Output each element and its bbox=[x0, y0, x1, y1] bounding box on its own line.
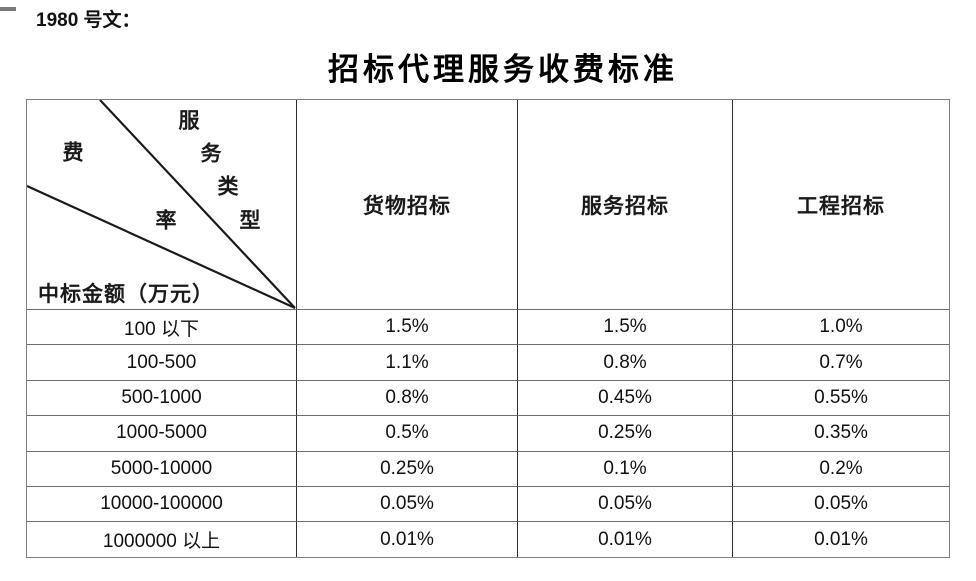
rate-cell: 0.1% bbox=[517, 450, 732, 486]
rate-cell: 1.0% bbox=[732, 309, 949, 345]
fee-rate-table: 服 务 类 型 费 率 中标金额（万元） 货物招标 服务招标 工程招标 100 … bbox=[26, 99, 950, 558]
corner-label-fee-rate-char: 费 bbox=[62, 140, 84, 165]
rate-cell: 0.05% bbox=[517, 485, 732, 522]
row-label: 1000000 以上 bbox=[27, 521, 296, 556]
corner-label-service-type-char: 类 bbox=[217, 174, 239, 199]
row-label: 100 以下 bbox=[27, 309, 296, 344]
row-label: 1000-5000 bbox=[27, 415, 296, 450]
corner-label-amount: 中标金额（万元） bbox=[38, 282, 214, 306]
corner-label-fee-rate-char: 率 bbox=[155, 208, 177, 233]
table-corner-cell: 服 务 类 型 费 率 中标金额（万元） bbox=[27, 100, 296, 309]
corner-label-service-type-char: 型 bbox=[239, 208, 261, 233]
col-header-service-bidding: 服务招标 bbox=[517, 100, 732, 309]
rate-cell: 0.2% bbox=[732, 450, 949, 486]
row-label: 5000-10000 bbox=[27, 450, 296, 486]
page-edge-mark bbox=[0, 7, 16, 11]
rate-cell: 0.25% bbox=[517, 415, 732, 451]
row-label: 500-1000 bbox=[27, 379, 296, 415]
doc-ref-label: 1980 号文： bbox=[36, 10, 141, 31]
rate-cell: 0.8% bbox=[296, 379, 517, 416]
rate-cell: 0.01% bbox=[732, 521, 949, 557]
rate-cell: 0.01% bbox=[517, 521, 732, 557]
rate-cell: 0.05% bbox=[732, 485, 949, 522]
col-header-works-bidding: 工程招标 bbox=[732, 100, 949, 309]
rate-cell: 0.55% bbox=[732, 379, 949, 416]
rate-cell: 1.1% bbox=[296, 344, 517, 380]
col-header-goods-bidding: 货物招标 bbox=[296, 100, 517, 309]
row-label: 100-500 bbox=[27, 344, 296, 379]
rate-cell: 0.01% bbox=[296, 521, 517, 557]
row-label: 10000-100000 bbox=[27, 485, 296, 521]
rate-cell: 0.45% bbox=[517, 379, 732, 416]
page-title: 招标代理服务收费标准 bbox=[328, 52, 678, 87]
rate-cell: 0.7% bbox=[732, 344, 949, 380]
rate-cell: 1.5% bbox=[296, 309, 517, 345]
rate-cell: 0.5% bbox=[296, 415, 517, 451]
corner-label-service-type-char: 务 bbox=[200, 141, 222, 166]
diagonal-split-lines bbox=[27, 100, 296, 309]
corner-label-service-type-char: 服 bbox=[178, 108, 200, 133]
rate-cell: 1.5% bbox=[517, 309, 732, 345]
rate-cell: 0.8% bbox=[517, 344, 732, 380]
rate-cell: 0.35% bbox=[732, 415, 949, 451]
rate-cell: 0.25% bbox=[296, 450, 517, 486]
rate-cell: 0.05% bbox=[296, 485, 517, 522]
